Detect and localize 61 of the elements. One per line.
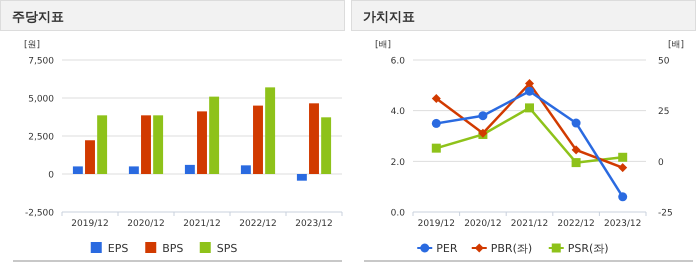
y-tick-label: 0 [48,170,54,180]
point [525,103,534,112]
x-tick-label: 2023/12 [604,219,642,229]
y2-tick-label: 25 [658,107,670,118]
y-tick-label: 0.0 [390,208,406,218]
bar [240,165,251,174]
bar [197,111,207,174]
bar [97,115,108,174]
legend-label: PER [436,242,458,255]
y2-tick-label: 0 [658,158,664,168]
y-tick-label: 2.0 [390,158,406,168]
legend-label: BPS [162,242,184,255]
bar [184,164,195,174]
x-tick-label: 2022/12 [239,219,277,229]
point [618,163,628,172]
y-tick-label: 5,000 [28,94,54,104]
point [572,118,581,128]
point [572,145,581,154]
legend-label: PBR(좌) [490,242,532,255]
x-tick-label: 2021/12 [510,219,548,229]
point [618,192,628,202]
legend-label: SPS [216,242,238,255]
y-tick-label: 7,500 [28,56,54,66]
point [572,158,581,168]
x-tick-label: 2023/12 [295,219,333,229]
bar [153,115,164,174]
legend-label: EPS [108,242,128,255]
legend-label: PSR(좌) [568,242,609,255]
point [478,111,488,120]
x-tick-label: 2020/12 [464,219,502,229]
y-tick-label: 2,500 [28,132,54,142]
point [432,94,441,104]
bar [141,115,151,174]
y2-tick-label: 50 [658,56,670,66]
y-tick-label: -2,500 [24,208,54,218]
bar [72,166,83,174]
y2-tick-label: -25 [658,208,673,218]
x-tick-label: 2019/12 [418,219,455,229]
point [432,144,441,153]
x-tick-label: 2019/12 [71,219,109,229]
y-tick-label: 4.0 [390,107,406,118]
bar [309,103,319,174]
bar [321,117,332,174]
x-tick-label: 2022/12 [557,219,595,229]
bar [209,96,220,174]
chart-title: 주당지표 [12,10,64,25]
bar [296,174,307,181]
x-tick-label: 2020/12 [127,219,165,229]
bar [265,87,276,174]
x-tick-label: 2021/12 [183,219,221,229]
point [525,86,534,96]
chart-title: 가치지표 [363,10,415,25]
bar [253,106,263,174]
y-tick-label: 6.0 [390,56,406,66]
y-axis-title: [원] [24,40,40,50]
point [618,152,628,162]
bar [128,166,139,174]
point [432,118,441,128]
y2-axis-title: [배] [668,40,684,50]
bar [85,140,95,174]
y-axis-title: [배] [375,40,392,50]
